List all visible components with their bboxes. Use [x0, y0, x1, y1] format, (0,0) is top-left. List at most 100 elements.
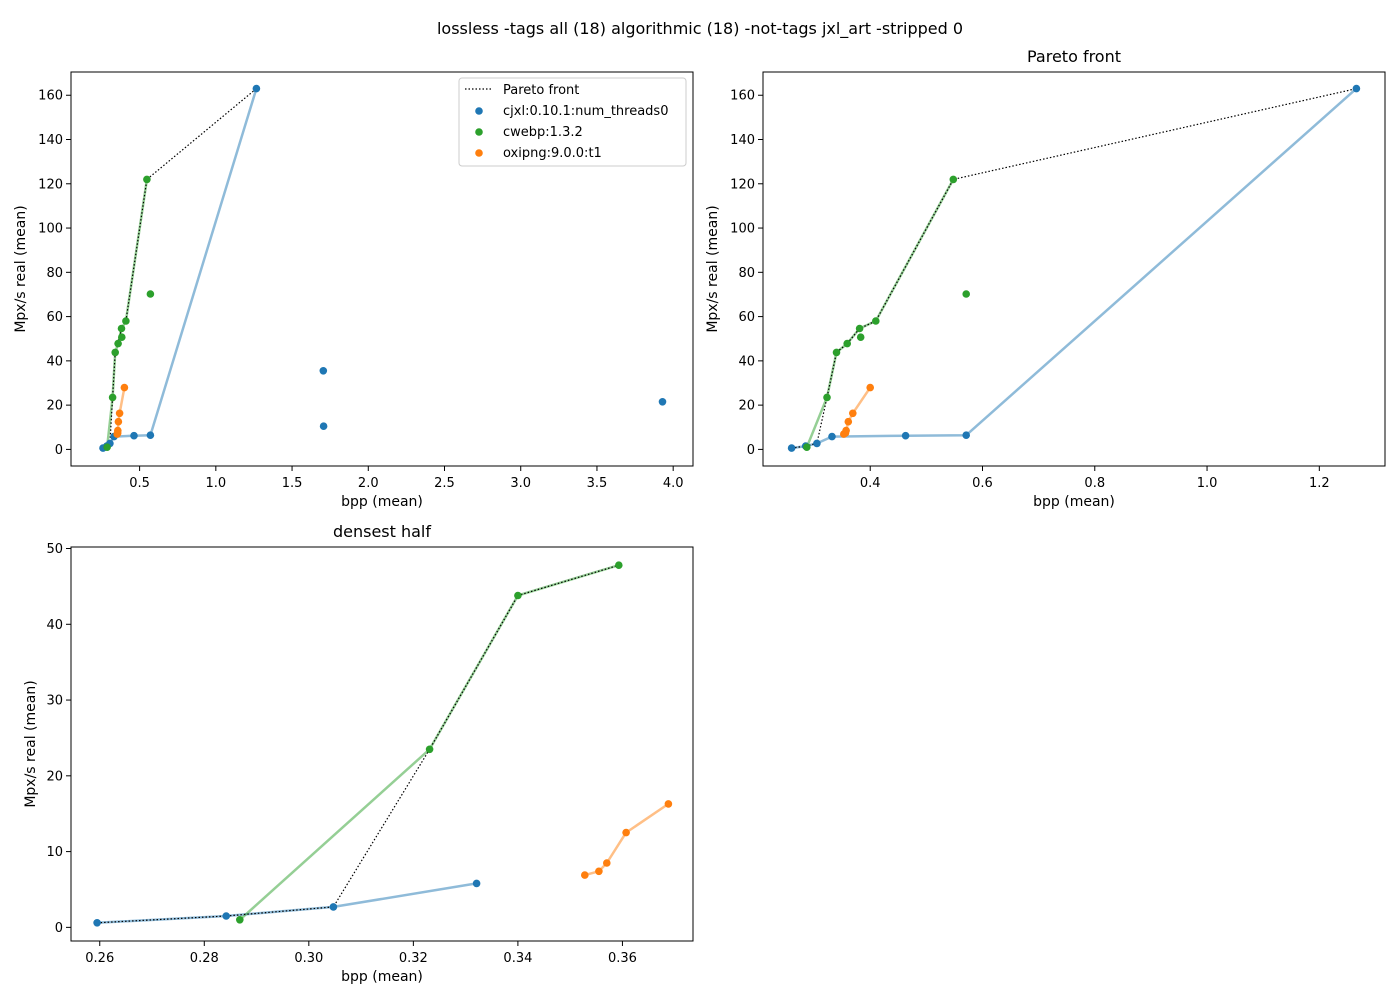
y-tick-label: 20 [738, 399, 755, 414]
data-point-3-5 [115, 409, 124, 418]
y-tick-label: 40 [46, 618, 63, 633]
legend-marker [475, 128, 483, 136]
x-tick-label: 0.28 [190, 951, 219, 966]
x-tick-label: 3.5 [587, 476, 608, 491]
y-tick-label: 40 [738, 354, 755, 369]
data-point-2-2 [108, 393, 117, 402]
x-axis-label: bpp (mean) [341, 969, 423, 985]
data-point-2-3 [111, 348, 119, 357]
data-point-2-5 [855, 324, 864, 333]
y-tick-label: 160 [730, 89, 755, 104]
data-point-3-1 [581, 871, 589, 879]
data-point-3-6 [120, 383, 129, 392]
x-axis-label: bpp (mean) [341, 494, 423, 510]
x-tick-label: 2.0 [358, 476, 379, 491]
data-point-1-1 [93, 919, 101, 927]
pareto-front-line [791, 88, 1357, 449]
series-line-1 [102, 88, 258, 450]
y-tick-label: 60 [46, 310, 63, 325]
y-tick-label: 10 [46, 845, 63, 860]
x-tick-label: 3.0 [510, 476, 531, 491]
data-point-3-5 [664, 800, 673, 808]
axes-frame [762, 71, 1386, 467]
legend-entry-4: oxipng:9.0.0:t1 [503, 146, 602, 161]
legend-marker [475, 149, 483, 157]
x-tick-label: 1.2 [1309, 476, 1330, 491]
data-point-2-1 [103, 443, 111, 452]
y-tick-label: 30 [46, 694, 63, 709]
x-tick-label: 0.26 [85, 951, 114, 966]
legend-entry-1: Pareto front [503, 83, 579, 98]
y-tick-label: 20 [46, 769, 63, 784]
data-point-2-6 [122, 317, 130, 325]
x-tick-label: 1.5 [282, 476, 303, 491]
data-point-2-2 [823, 393, 831, 402]
y-tick-label: 50 [46, 542, 63, 557]
data-point-2-7 [143, 175, 151, 184]
figure-title: lossless -tags all (18) algorithmic (18)… [437, 19, 963, 39]
data-point-2-4 [843, 339, 851, 348]
data-point-2-4 [114, 339, 122, 348]
series-line-3 [584, 802, 670, 877]
legend-entry-3: cwebp:1.3.2 [503, 125, 583, 140]
x-tick-label: 0.4 [860, 476, 881, 491]
data-point-2-1 [803, 443, 811, 452]
x-tick-label: 0.30 [294, 951, 323, 966]
x-tick-label: 0.6 [972, 476, 993, 491]
pareto-front-line [102, 88, 257, 449]
x-tick-label: 2.5 [434, 476, 455, 491]
series-line-2 [238, 564, 620, 921]
data-point-1-9 [319, 422, 328, 431]
y-axis-label: Mpx/s real (mean) [705, 205, 721, 332]
y-tick-label: 40 [46, 354, 63, 369]
y-tick-label: 120 [38, 177, 63, 192]
data-point-2-3 [514, 591, 522, 600]
legend-marker [475, 107, 483, 115]
axes-frame [70, 71, 694, 467]
chart-panel-3: densest half 0.26 0.28 0.30 0.32 0.34 0.36 0 10 2… [23, 522, 694, 985]
data-point-1-7 [252, 84, 261, 93]
data-point-3-3 [603, 859, 611, 867]
x-tick-label: 1.0 [1197, 476, 1218, 491]
x-tick-label: 0.5 [129, 476, 150, 491]
x-tick-label: 0.32 [399, 951, 428, 966]
data-point-1-6 [146, 431, 155, 440]
y-tick-label: 120 [730, 177, 755, 192]
data-point-1-3 [329, 903, 338, 911]
data-point-3-6 [866, 383, 874, 392]
panel-title: Pareto front [1027, 47, 1121, 66]
data-point-2-8 [856, 333, 865, 342]
data-point-2-9 [962, 290, 970, 298]
data-point-2-1 [236, 916, 244, 924]
y-tick-label: 80 [738, 266, 755, 281]
x-tick-label: 1.0 [205, 476, 226, 491]
y-tick-label: 160 [38, 89, 63, 104]
data-point-1-6 [962, 431, 970, 440]
data-point-2-9 [146, 290, 155, 298]
chart-panel-2: Pareto front 0.4 0.6 0.8 1.0 1.2 0 20 40 60 80 100 1… [705, 47, 1386, 510]
series-line-1 [97, 882, 477, 925]
data-point-3-5 [849, 409, 857, 418]
data-point-2-3 [832, 348, 841, 357]
data-point-1-1 [787, 444, 796, 452]
data-point-1-10 [658, 398, 667, 406]
y-tick-label: 0 [55, 443, 63, 458]
y-tick-label: 60 [738, 310, 755, 325]
y-axis-label: Mpx/s real (mean) [13, 205, 29, 332]
data-point-1-5 [130, 431, 138, 440]
y-tick-label: 140 [38, 133, 63, 148]
legend-entry-2: cjxl:0.10.1:num_threads0 [503, 104, 668, 119]
data-point-3-2 [595, 867, 603, 876]
axes-frame [70, 546, 694, 942]
data-point-2-5 [117, 324, 126, 333]
data-point-3-4 [114, 417, 123, 426]
x-axis-label: bpp (mean) [1033, 494, 1115, 510]
data-point-1-5 [901, 431, 910, 440]
series-line-3 [843, 386, 872, 436]
data-point-2-7 [949, 175, 958, 184]
x-tick-label: 0.36 [608, 951, 637, 966]
data-point-2-2 [425, 745, 434, 754]
y-tick-label: 140 [730, 133, 755, 148]
x-tick-label: 0.8 [1084, 476, 1105, 491]
data-point-1-4 [472, 879, 481, 888]
